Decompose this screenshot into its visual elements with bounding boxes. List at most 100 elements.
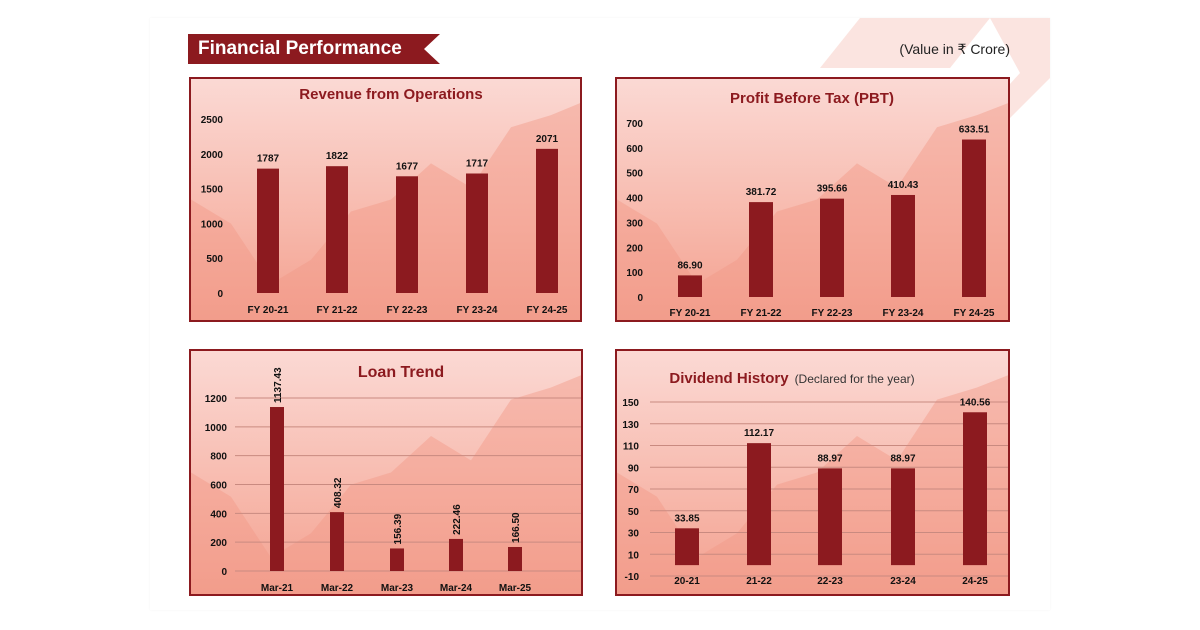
- data-label: 222.46: [452, 504, 463, 535]
- chart-title: Profit Before Tax (PBT): [730, 90, 894, 107]
- y-tick-label: 1000: [201, 219, 224, 230]
- y-tick-label: 500: [626, 169, 643, 180]
- data-label: 1677: [396, 161, 419, 172]
- data-label: 112.17: [744, 428, 774, 439]
- x-tick-label: FY 20-21: [248, 305, 289, 316]
- x-tick-label: 22-23: [817, 576, 843, 587]
- y-tick-label: 90: [628, 463, 640, 474]
- chart-title-text: Dividend History: [669, 370, 789, 387]
- y-tick-label: 150: [622, 398, 639, 409]
- bar: [449, 538, 463, 571]
- bar: [466, 173, 488, 293]
- x-tick-label: FY 23-24: [457, 305, 498, 316]
- bar: [891, 468, 915, 566]
- chart-svg: Revenue from Operations 0 500 1000 1500 2000 2…: [191, 86, 580, 320]
- y-tick-label: 400: [626, 194, 643, 205]
- y-tick-label: 300: [626, 218, 643, 229]
- y-tick-label: 0: [637, 293, 643, 304]
- bar: [270, 407, 284, 571]
- x-tick-label: FY 24-25: [954, 308, 995, 319]
- title-banner: [188, 34, 440, 64]
- y-tick-label: 110: [623, 442, 640, 453]
- data-label: 1787: [257, 154, 280, 165]
- y-tick-label: 30: [628, 529, 640, 540]
- x-tick-label: FY 20-21: [670, 308, 711, 319]
- x-tick-label: FY 21-22: [317, 305, 358, 316]
- y-tick-label: 600: [210, 481, 227, 492]
- y-tick-label: 700: [626, 119, 643, 130]
- chart-svg: Loan Trend 0 200 400 600 800 1000 1200 1137.43 Ma…: [191, 364, 581, 594]
- chart-subtitle: (Declared for the year): [795, 372, 915, 386]
- data-label: 88.97: [817, 453, 842, 464]
- chart-dividend: Dividend History (Declared for the year) -…: [615, 349, 1010, 596]
- y-tick-label: 10: [628, 550, 640, 561]
- data-label: 381.72: [746, 187, 777, 198]
- y-tick-label: 400: [210, 509, 227, 520]
- y-tick-label: 800: [210, 452, 227, 463]
- y-tick-label: 1000: [205, 423, 228, 434]
- bar: [257, 168, 279, 293]
- bar: [396, 176, 418, 293]
- data-label: 86.90: [677, 260, 702, 271]
- chart-title-text: Profit Before Tax (PBT): [730, 90, 894, 107]
- data-label: 410.43: [888, 180, 919, 191]
- chart-title: Loan Trend: [358, 364, 444, 381]
- background-area-shape: [191, 103, 580, 320]
- x-tick-label: 24-25: [962, 576, 988, 587]
- y-tick-label: 1200: [205, 394, 228, 405]
- data-label: 633.51: [959, 125, 990, 136]
- x-tick-label: 21-22: [746, 576, 772, 587]
- decorative-logo-shape: [820, 18, 1050, 128]
- data-label: 2071: [536, 134, 559, 145]
- data-label: 33.85: [674, 513, 699, 524]
- x-tick-label: 23-24: [890, 576, 916, 587]
- bar: [747, 443, 771, 566]
- chart-pbt: Profit Before Tax (PBT) 0 100 200 300 400 500 6…: [615, 77, 1010, 322]
- chart-title: Revenue from Operations: [299, 86, 482, 103]
- y-tick-label: 50: [628, 507, 640, 518]
- bar: [963, 412, 987, 566]
- y-tick-label: 200: [210, 538, 227, 549]
- data-label: 88.97: [890, 453, 915, 464]
- y-tick-label: 1500: [201, 185, 224, 196]
- x-tick-label: FY 21-22: [741, 308, 782, 319]
- unit-note: (Value in ₹ Crore): [899, 41, 1010, 57]
- data-label: 1822: [326, 151, 349, 162]
- x-tick-label: Mar-25: [499, 583, 532, 594]
- x-tick-label: Mar-24: [440, 583, 473, 594]
- x-tick-label: Mar-22: [321, 583, 354, 594]
- data-label: 166.50: [511, 512, 522, 543]
- page-title: Financial Performance: [198, 38, 402, 59]
- y-tick-label: -10: [625, 572, 640, 583]
- data-label: 408.32: [333, 477, 344, 508]
- chart-title: Dividend History (Declared for the year): [669, 370, 914, 387]
- chart-title-text: Loan Trend: [358, 364, 444, 381]
- data-label: 140.56: [960, 397, 991, 408]
- x-tick-label: FY 22-23: [387, 305, 428, 316]
- data-label: 1137.43: [273, 367, 284, 403]
- background-area-shape: [617, 103, 1008, 320]
- x-tick-label: FY 22-23: [812, 308, 853, 319]
- x-tick-label: Mar-23: [381, 583, 414, 594]
- y-tick-label: 100: [626, 268, 643, 279]
- y-tick-label: 70: [628, 485, 640, 496]
- bar: [818, 468, 842, 566]
- bar: [508, 546, 522, 571]
- x-tick-label: FY 23-24: [883, 308, 924, 319]
- data-label: 395.66: [817, 184, 848, 195]
- y-tick-label: 0: [221, 567, 227, 578]
- y-tick-label: 0: [217, 289, 223, 300]
- y-tick-label: 2000: [201, 150, 224, 161]
- chart-revenue: Revenue from Operations 0 500 1000 1500 2000 2…: [189, 77, 582, 322]
- data-label: 156.39: [393, 513, 404, 544]
- y-tick-label: 600: [626, 144, 643, 155]
- y-tick-label: 200: [626, 243, 643, 254]
- chart-svg: Dividend History (Declared for the year) -…: [617, 370, 1008, 594]
- chart-svg: Profit Before Tax (PBT) 0 100 200 300 400 500 6…: [617, 90, 1008, 320]
- y-tick-label: 2500: [201, 115, 224, 126]
- bar: [330, 512, 344, 571]
- data-label: 1717: [466, 158, 489, 169]
- bar: [962, 139, 986, 297]
- chart-loan: Loan Trend 0 200 400 600 800 1000 1200 1137.43 Ma…: [189, 349, 583, 596]
- bar: [678, 275, 702, 297]
